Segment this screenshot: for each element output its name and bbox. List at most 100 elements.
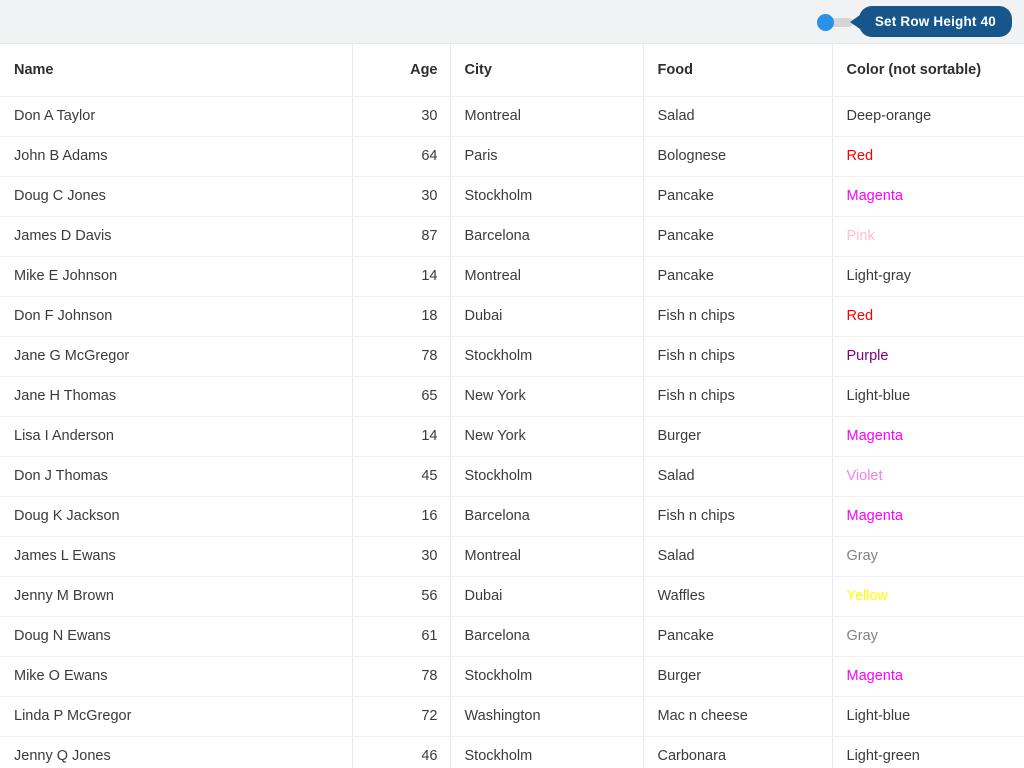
cell-food: Salad [642, 96, 832, 137]
table-row[interactable]: Don J Thomas 45 Stockholm Salad Violet [0, 456, 1024, 497]
cell-age: 16 [351, 496, 450, 537]
cell-food: Fish n chips [642, 296, 832, 337]
table-row[interactable]: Doug N Ewans 61 Barcelona Pancake Gray [0, 616, 1024, 657]
cell-color: Red [831, 136, 1024, 177]
cell-food: Fish n chips [642, 496, 832, 537]
cell-age: 56 [351, 576, 450, 617]
cell-food: Burger [642, 656, 832, 697]
cell-age: 72 [351, 696, 450, 737]
cell-color: Magenta [831, 416, 1024, 457]
cell-city: Barcelona [449, 616, 643, 657]
cell-food: Burger [642, 416, 832, 457]
cell-name: Mike E Johnson [0, 256, 352, 297]
cell-name: Doug K Jackson [0, 496, 352, 537]
table-row[interactable]: Doug C Jones 30 Stockholm Pancake Magenta [0, 176, 1024, 217]
cell-age: 87 [351, 216, 450, 257]
cell-color: Deep-orange [831, 96, 1024, 137]
cell-name: Don J Thomas [0, 456, 352, 497]
cell-city: Barcelona [449, 216, 643, 257]
table-row[interactable]: James L Ewans 30 Montreal Salad Gray [0, 536, 1024, 577]
cell-age: 30 [351, 176, 450, 217]
cell-name: Doug C Jones [0, 176, 352, 217]
column-header-city[interactable]: City [449, 44, 643, 97]
cell-color: Gray [831, 536, 1024, 577]
cell-age: 46 [351, 736, 450, 768]
table-row[interactable]: Jenny Q Jones 46 Stockholm Carbonara Light-g… [0, 736, 1024, 768]
cell-city: New York [449, 416, 643, 457]
cell-food: Fish n chips [642, 376, 832, 417]
set-row-height-button[interactable]: Set Row Height 40 [849, 6, 1012, 37]
table-row[interactable]: Mike O Ewans 78 Stockholm Burger Magenta [0, 656, 1024, 697]
table-row[interactable]: Lisa I Anderson 14 New York Burger Magenta [0, 416, 1024, 457]
cell-city: New York [449, 376, 643, 417]
cell-city: Washington [449, 696, 643, 737]
cell-age: 61 [351, 616, 450, 657]
cell-name: Don A Taylor [0, 96, 352, 137]
cell-color: Purple [831, 336, 1024, 377]
cell-color: Gray [831, 616, 1024, 657]
cell-age: 78 [351, 336, 450, 377]
cell-food: Pancake [642, 176, 832, 217]
table-row[interactable]: Jane G McGregor 78 Stockholm Fish n chips Pu… [0, 336, 1024, 377]
cell-color: Yellow [831, 576, 1024, 617]
cell-age: 65 [351, 376, 450, 417]
cell-color: Violet [831, 456, 1024, 497]
toggle-track-icon [822, 17, 853, 27]
cell-city: Montreal [449, 536, 643, 577]
cell-name: Mike O Ewans [0, 656, 352, 697]
data-table: Name Age City Food Color (not sortable) … [0, 44, 1024, 768]
cell-age: 14 [351, 416, 450, 457]
cell-food: Salad [642, 536, 832, 577]
cell-food: Pancake [642, 216, 832, 257]
cell-age: 78 [351, 656, 450, 697]
cell-food: Salad [642, 456, 832, 497]
cell-city: Dubai [449, 576, 643, 617]
cell-food: Pancake [642, 616, 832, 657]
cell-name: Jenny Q Jones [0, 736, 352, 768]
table-row[interactable]: Jenny M Brown 56 Dubai Waffles Yellow [0, 576, 1024, 617]
cell-color: Pink [831, 216, 1024, 257]
cell-city: Montreal [449, 256, 643, 297]
column-header-age[interactable]: Age [351, 44, 450, 97]
cell-city: Dubai [449, 296, 643, 337]
table-row[interactable]: Don F Johnson 18 Dubai Fish n chips Red [0, 296, 1024, 337]
toggle-thumb-icon [816, 13, 834, 31]
cell-age: 30 [351, 96, 450, 137]
table-row[interactable]: Don A Taylor 30 Montreal Salad Deep-orange [0, 96, 1024, 137]
cell-age: 18 [351, 296, 450, 337]
table-row[interactable]: Doug K Jackson 16 Barcelona Fish n chips Mag… [0, 496, 1024, 537]
cell-color: Magenta [831, 496, 1024, 537]
cell-color: Light-green [831, 736, 1024, 768]
cell-name: Jane H Thomas [0, 376, 352, 417]
cell-color: Light-blue [831, 696, 1024, 737]
table-body: Don A Taylor 30 Montreal Salad Deep-orange Jo… [0, 96, 1024, 768]
column-header-name[interactable]: Name [0, 44, 352, 97]
cell-name: Don F Johnson [0, 296, 352, 337]
tooltip-arrow-icon [849, 14, 860, 29]
cell-age: 64 [351, 136, 450, 177]
cell-age: 45 [351, 456, 450, 497]
cell-name: Jane G McGregor [0, 336, 352, 377]
row-height-toggle[interactable] [816, 11, 853, 33]
cell-food: Carbonara [642, 736, 832, 768]
cell-city: Montreal [449, 96, 643, 137]
column-header-color: Color (not sortable) [831, 44, 1024, 97]
cell-age: 14 [351, 256, 450, 297]
table-row[interactable]: Jane H Thomas 65 New York Fish n chips Light… [0, 376, 1024, 417]
column-header-food[interactable]: Food [642, 44, 832, 97]
set-row-height-label: Set Row Height 40 [874, 14, 996, 29]
table-row[interactable]: Mike E Johnson 14 Montreal Pancake Light-gra… [0, 256, 1024, 297]
cell-city: Stockholm [449, 176, 643, 217]
cell-city: Paris [449, 136, 643, 177]
table-row[interactable]: James D Davis 87 Barcelona Pancake Pink [0, 216, 1024, 257]
cell-color: Light-gray [831, 256, 1024, 297]
table-row[interactable]: Linda P McGregor 72 Washington Mac n cheese… [0, 696, 1024, 737]
cell-color: Light-blue [831, 376, 1024, 417]
cell-food: Mac n cheese [642, 696, 832, 737]
cell-food: Pancake [642, 256, 832, 297]
cell-city: Stockholm [449, 656, 643, 697]
cell-name: Jenny M Brown [0, 576, 352, 617]
table-row[interactable]: John B Adams 64 Paris Bolognese Red [0, 136, 1024, 177]
cell-age: 30 [351, 536, 450, 577]
toolbar: Set Row Height 40 [0, 0, 1024, 44]
